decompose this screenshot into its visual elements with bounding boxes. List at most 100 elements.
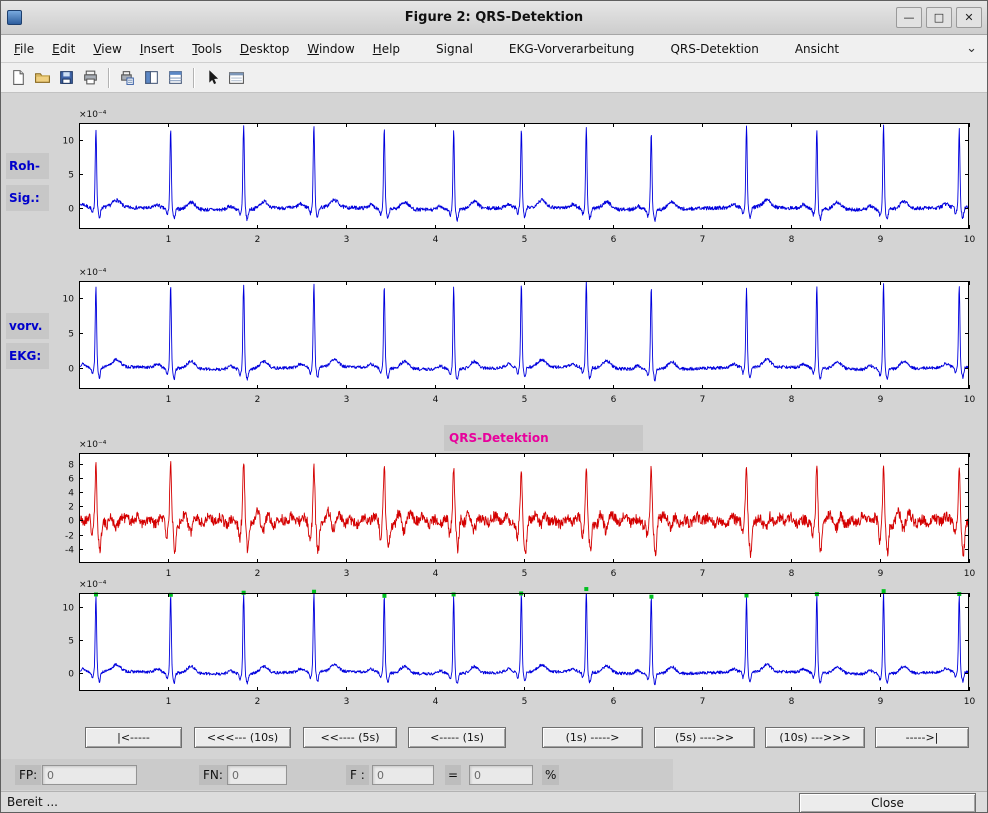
svg-text:5: 5 bbox=[522, 395, 528, 405]
menu-ansicht[interactable]: Ansicht bbox=[794, 41, 840, 56]
svg-text:8: 8 bbox=[789, 697, 795, 707]
svg-text:2: 2 bbox=[255, 395, 261, 405]
f-input[interactable] bbox=[372, 765, 434, 785]
svg-text:3: 3 bbox=[344, 235, 350, 245]
svg-text:8: 8 bbox=[789, 235, 795, 245]
window-icon bbox=[7, 10, 22, 25]
status-text: Bereit ... bbox=[7, 795, 58, 809]
figure-palette-icon[interactable] bbox=[139, 66, 163, 90]
svg-text:3: 3 bbox=[344, 395, 350, 405]
label-vorv: vorv. bbox=[6, 313, 49, 339]
svg-text:4: 4 bbox=[433, 235, 439, 245]
edit-plot-icon[interactable] bbox=[200, 66, 224, 90]
svg-text:0: 0 bbox=[68, 670, 74, 680]
menu-tools[interactable]: Tools bbox=[192, 41, 222, 56]
maximize-button[interactable]: □ bbox=[926, 7, 952, 28]
minimize-button[interactable]: — bbox=[896, 7, 922, 28]
svg-text:10: 10 bbox=[63, 604, 75, 614]
svg-text:9: 9 bbox=[878, 569, 884, 579]
ecg-plot-qrs-signal: 1 2 3 4 5 6 7 8 9 10 8 6 4 2 0 -2 -4 ×10⁻⁴ bbox=[65, 440, 976, 579]
svg-text:4: 4 bbox=[433, 395, 439, 405]
svg-text:×10⁻⁴: ×10⁻⁴ bbox=[79, 580, 107, 590]
menu-desktop[interactable]: Desktop bbox=[239, 41, 290, 56]
svg-text:0: 0 bbox=[68, 205, 74, 215]
svg-text:9: 9 bbox=[878, 235, 884, 245]
svg-text:×10⁻⁴: ×10⁻⁴ bbox=[79, 268, 107, 278]
percent-sign: % bbox=[542, 765, 560, 785]
plot-browser-icon[interactable] bbox=[163, 66, 187, 90]
toolbar-separator bbox=[193, 67, 194, 88]
menu-overflow-chevron[interactable]: ⌄ bbox=[966, 41, 977, 56]
svg-text:2: 2 bbox=[68, 503, 74, 513]
menu-view[interactable]: View bbox=[93, 41, 122, 56]
svg-text:5: 5 bbox=[522, 235, 528, 245]
nav-to-end-button[interactable]: ----->| bbox=[875, 727, 969, 748]
svg-text:1: 1 bbox=[166, 235, 172, 245]
menu-ekg-vorverarbeitung[interactable]: EKG-Vorverarbeitung bbox=[508, 41, 635, 56]
save-figure-icon[interactable] bbox=[54, 66, 78, 90]
fp-label: FP: bbox=[15, 765, 42, 785]
svg-text:10: 10 bbox=[63, 137, 75, 147]
svg-text:10: 10 bbox=[964, 569, 976, 579]
nav-back-10s-button[interactable]: <<<--- (10s) bbox=[194, 727, 291, 748]
svg-text:5: 5 bbox=[522, 569, 528, 579]
menu-window[interactable]: Window bbox=[307, 41, 355, 56]
svg-text:×10⁻⁴: ×10⁻⁴ bbox=[79, 440, 107, 450]
fn-label: FN: bbox=[199, 765, 227, 785]
nav-forward-1s-button[interactable]: (1s) -----> bbox=[542, 727, 643, 748]
window-controls: — □ ✕ bbox=[896, 7, 982, 28]
svg-text:5: 5 bbox=[68, 330, 74, 340]
nav-back-1s-button[interactable]: <----- (1s) bbox=[408, 727, 506, 748]
menu-signal[interactable]: Signal bbox=[436, 41, 473, 56]
svg-text:×10⁻⁴: ×10⁻⁴ bbox=[79, 110, 107, 120]
svg-text:6: 6 bbox=[68, 475, 74, 485]
svg-text:5: 5 bbox=[522, 697, 528, 707]
svg-text:-2: -2 bbox=[65, 532, 74, 542]
nav-back-5s-button[interactable]: <<---- (5s) bbox=[303, 727, 397, 748]
ecg-plot-raw: 1 2 3 4 5 6 7 8 9 10 0 5 10 ×10⁻⁴ bbox=[63, 110, 976, 245]
print-figure-icon[interactable] bbox=[78, 66, 102, 90]
svg-text:6: 6 bbox=[611, 395, 617, 405]
open-file-icon[interactable] bbox=[30, 66, 54, 90]
equals-sign: = bbox=[445, 765, 462, 785]
print-preview-icon[interactable] bbox=[115, 66, 139, 90]
menu-insert[interactable]: Insert bbox=[139, 41, 175, 56]
new-figure-icon[interactable] bbox=[6, 66, 30, 90]
menu-edit[interactable]: Edit bbox=[52, 41, 76, 56]
svg-text:1: 1 bbox=[166, 569, 172, 579]
nav-forward-10s-button[interactable]: (10s) --->>> bbox=[765, 727, 865, 748]
property-editor-icon[interactable] bbox=[224, 66, 248, 90]
svg-text:2: 2 bbox=[255, 697, 261, 707]
label-sig: Sig.: bbox=[6, 185, 49, 211]
toolbar bbox=[1, 63, 987, 93]
svg-text:8: 8 bbox=[789, 569, 795, 579]
svg-text:5: 5 bbox=[68, 637, 74, 647]
svg-text:10: 10 bbox=[964, 697, 976, 707]
fn-input[interactable] bbox=[227, 765, 287, 785]
qrs-title-band: QRS-Detektion bbox=[444, 425, 643, 451]
svg-text:5: 5 bbox=[68, 171, 74, 181]
toolbar-separator bbox=[108, 67, 109, 88]
svg-text:7: 7 bbox=[700, 395, 706, 405]
statusbar: Bereit ... Close bbox=[1, 791, 987, 812]
window-title: Figure 2: QRS-Detektion bbox=[404, 10, 584, 25]
svg-text:6: 6 bbox=[611, 235, 617, 245]
menu-file[interactable]: File bbox=[14, 41, 35, 56]
nav-forward-5s-button[interactable]: (5s) ---->> bbox=[654, 727, 755, 748]
svg-text:-4: -4 bbox=[65, 546, 74, 556]
ecg-plot-preprocessed: 1 2 3 4 5 6 7 8 9 10 0 5 10 ×10⁻⁴ bbox=[63, 268, 976, 405]
svg-text:0: 0 bbox=[68, 517, 74, 527]
label-ekg: EKG: bbox=[6, 343, 49, 369]
menu-help[interactable]: Help bbox=[372, 41, 401, 56]
close-button[interactable]: Close bbox=[799, 793, 976, 812]
svg-text:3: 3 bbox=[344, 569, 350, 579]
svg-text:4: 4 bbox=[68, 489, 74, 499]
close-window-button[interactable]: ✕ bbox=[956, 7, 982, 28]
ratio-input[interactable] bbox=[469, 765, 533, 785]
ecg-plot-detection: 1 2 3 4 5 6 7 8 9 10 0 5 10 ×10⁻⁴ bbox=[63, 580, 976, 707]
svg-text:0: 0 bbox=[68, 365, 74, 375]
nav-to-start-button[interactable]: |<----- bbox=[85, 727, 182, 748]
fp-input[interactable] bbox=[42, 765, 137, 785]
menu-qrs-detektion[interactable]: QRS-Detektion bbox=[670, 41, 759, 56]
